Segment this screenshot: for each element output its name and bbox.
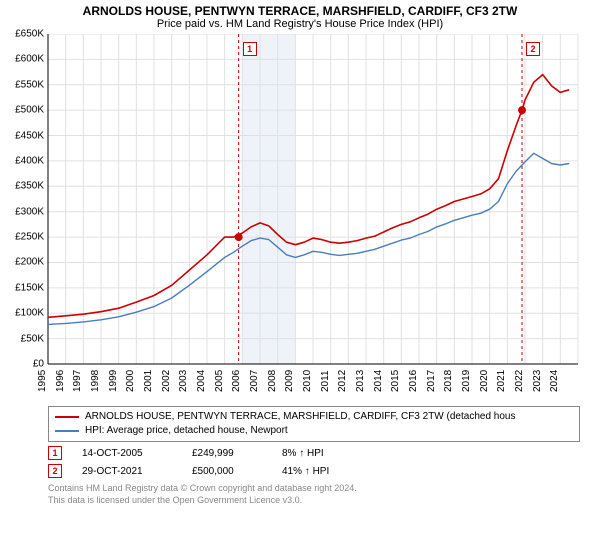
x-tick-label: 2010 [302, 370, 313, 392]
event-price: £249,999 [192, 448, 262, 459]
x-tick-label: 2012 [337, 370, 348, 392]
x-tick-label: 2019 [461, 370, 472, 392]
x-tick-label: 2002 [161, 370, 172, 392]
event-date: 29-OCT-2021 [82, 466, 172, 477]
footer-line-1: Contains HM Land Registry data © Crown c… [48, 482, 580, 494]
chart-area: 1 2 £0 £50K £100K £150K £200K £250K £300K £350K £4… [0, 34, 600, 400]
event-id-marker: 2 [48, 464, 62, 478]
y-tick-label: £550K [2, 79, 44, 90]
x-tick-label: 2007 [249, 370, 260, 392]
x-tick-label: 2005 [214, 370, 225, 392]
y-tick-label: £100K [2, 308, 44, 319]
chart-subtitle: Price paid vs. HM Land Registry's House … [0, 18, 600, 34]
x-tick-label: 2016 [408, 370, 419, 392]
events-table: 1 14-OCT-2005 £249,999 8% ↑ HPI 2 29-OCT-2021… [48, 446, 580, 478]
event-date: 14-OCT-2005 [82, 448, 172, 459]
legend-swatch [55, 430, 79, 432]
y-tick-label: £350K [2, 181, 44, 192]
x-tick-label: 2013 [355, 370, 366, 392]
x-tick-label: 2020 [479, 370, 490, 392]
y-tick-label: £400K [2, 155, 44, 166]
event-pct: 41% ↑ HPI [282, 466, 402, 477]
x-tick-label: 1997 [72, 370, 83, 392]
y-axis-labels: £0£50K£100K£150K£200K£250K£300K£350K£400… [0, 34, 44, 364]
x-tick-label: 1995 [37, 370, 48, 392]
x-tick-label: 1996 [55, 370, 66, 392]
legend-item: HPI: Average price, detached house, Newp… [55, 424, 573, 438]
x-tick-label: 2003 [178, 370, 189, 392]
event-pct: 8% ↑ HPI [282, 448, 402, 459]
x-tick-label: 1999 [108, 370, 119, 392]
series-line [48, 75, 569, 318]
series-line [48, 153, 569, 324]
event-price: £500,000 [192, 466, 262, 477]
x-tick-label: 2009 [284, 370, 295, 392]
y-tick-label: £150K [2, 282, 44, 293]
y-tick-label: £250K [2, 232, 44, 243]
x-tick-label: 2006 [231, 370, 242, 392]
y-tick-label: £500K [2, 105, 44, 116]
x-tick-label: 2011 [320, 370, 331, 392]
y-tick-label: £600K [2, 54, 44, 65]
x-tick-label: 2004 [196, 370, 207, 392]
y-tick-label: £300K [2, 206, 44, 217]
event-marker-label: 2 [526, 42, 540, 56]
chart-svg [0, 34, 598, 366]
x-tick-label: 2017 [426, 370, 437, 392]
footer-attribution: Contains HM Land Registry data © Crown c… [48, 482, 580, 506]
x-tick-label: 2022 [514, 370, 525, 392]
x-tick-label: 1998 [90, 370, 101, 392]
event-row: 1 14-OCT-2005 £249,999 8% ↑ HPI [48, 446, 580, 460]
y-tick-label: £200K [2, 257, 44, 268]
y-tick-label: £450K [2, 130, 44, 141]
y-tick-label: £650K [2, 29, 44, 40]
x-tick-label: 2001 [143, 370, 154, 392]
x-tick-label: 2018 [443, 370, 454, 392]
x-tick-label: 2021 [496, 370, 507, 392]
legend-label: HPI: Average price, detached house, Newp… [85, 424, 288, 438]
recession-band [242, 34, 295, 364]
x-tick-label: 2015 [390, 370, 401, 392]
x-tick-label: 2014 [373, 370, 384, 392]
x-axis-labels: 1995199619971998199920002001200220032004… [0, 392, 600, 420]
y-tick-label: £50K [2, 333, 44, 344]
event-marker-label: 1 [243, 42, 257, 56]
x-tick-label: 2024 [549, 370, 560, 392]
y-tick-label: £0 [2, 359, 44, 370]
x-tick-label: 2008 [267, 370, 278, 392]
event-id-marker: 1 [48, 446, 62, 460]
footer-line-2: This data is licensed under the Open Gov… [48, 494, 580, 506]
x-tick-label: 2000 [125, 370, 136, 392]
chart-title: ARNOLDS HOUSE, PENTWYN TERRACE, MARSHFIE… [0, 0, 600, 18]
x-tick-label: 2023 [532, 370, 543, 392]
event-row: 2 29-OCT-2021 £500,000 41% ↑ HPI [48, 464, 580, 478]
